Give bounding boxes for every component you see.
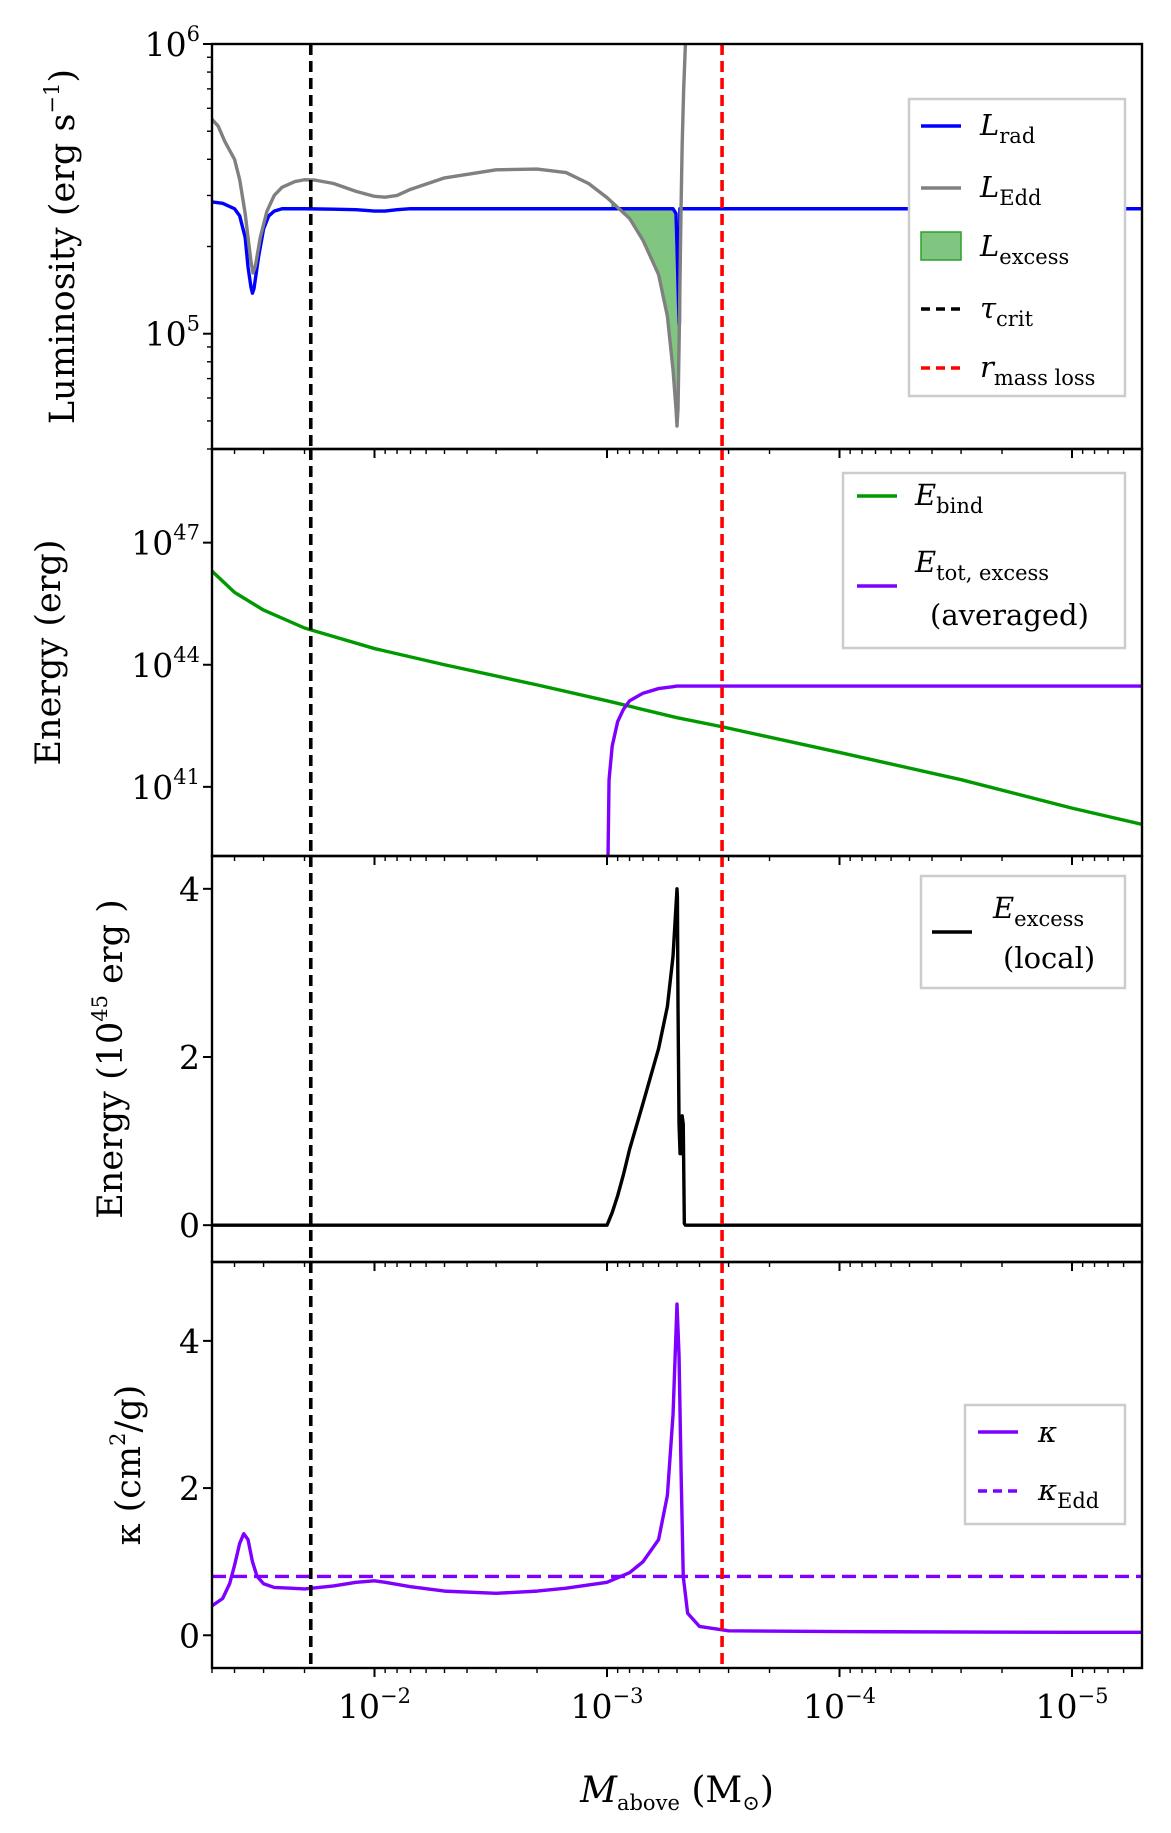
- E-excess-local-line: [212, 887, 1142, 1227]
- opacity-legend: [963, 1403, 1127, 1526]
- y-tick-label: 105: [145, 312, 200, 354]
- legend-label: (local): [1003, 941, 1095, 975]
- luminosity-legend: [907, 97, 1127, 398]
- y-tick-label: 1041: [131, 765, 200, 807]
- x-tick-label: 10−4: [803, 1684, 876, 1726]
- legend-label: Ebind: [914, 478, 983, 518]
- y-tick-label: 1047: [131, 521, 200, 563]
- L-Edd-line: [212, 44, 688, 428]
- legend-label: κ: [1037, 1415, 1057, 1449]
- opacity-plot-area: [212, 1262, 1142, 1668]
- legend-swatch: [920, 231, 962, 261]
- y-tick-label: 2: [179, 1469, 200, 1508]
- energy_local-y-axis-label: Energy (1045 erg ): [88, 899, 131, 1219]
- y-tick-label: 0: [179, 1206, 200, 1245]
- E-bind-line: [212, 569, 1142, 826]
- legend-label: τcrit: [980, 291, 1034, 331]
- x-tick-label: 10−3: [571, 1684, 644, 1726]
- legend-label: (averaged): [930, 598, 1089, 632]
- y-tick-label: 106: [145, 22, 200, 64]
- kappa-line: [212, 1302, 1142, 1635]
- opacity-y-axis-label: κ (cm2/g): [106, 1385, 149, 1546]
- x-axis-label: Mabove (M⊙): [579, 1770, 774, 1815]
- legend-label: Etot, excess: [914, 545, 1049, 585]
- l-excess-fill: [611, 200, 680, 423]
- legend-label: Lrad: [979, 108, 1035, 148]
- legend-label: κEdd: [1037, 1473, 1099, 1513]
- legend-label: Lexcess: [979, 229, 1069, 269]
- luminosity-plot-area: [212, 44, 1142, 449]
- y-tick-label: 2: [179, 1038, 200, 1077]
- x-tick-label: 10−2: [338, 1684, 411, 1726]
- energy-legend: [841, 471, 1127, 650]
- luminosity-y-axis-label: Luminosity (erg s−1): [40, 69, 83, 424]
- energy_log-plot-area: [212, 449, 1142, 856]
- y-tick-label: 1044: [131, 643, 200, 685]
- legend-label: Eexcess: [992, 891, 1084, 931]
- legend-label: LEdd: [979, 170, 1041, 210]
- y-tick-label: 4: [179, 1322, 200, 1361]
- energy_log-y-axis-label: Energy (erg): [29, 540, 69, 766]
- y-tick-label: 4: [179, 870, 200, 909]
- x-tick-label: 10−5: [1036, 1684, 1109, 1726]
- legend-label: rmass loss: [980, 350, 1095, 390]
- y-tick-label: 0: [179, 1616, 200, 1655]
- energy_local-plot-area: [212, 856, 1142, 1262]
- E-tot-excess-line: [606, 684, 1142, 856]
